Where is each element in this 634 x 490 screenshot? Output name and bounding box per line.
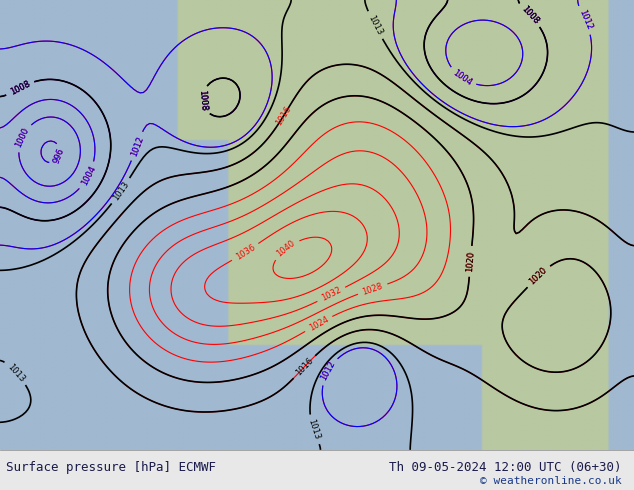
Text: 1016: 1016 (294, 356, 315, 378)
Text: 1020: 1020 (465, 250, 476, 272)
Text: 1008: 1008 (197, 90, 208, 111)
Text: 1032: 1032 (320, 286, 343, 303)
Text: 1008: 1008 (519, 4, 540, 26)
Text: 1013: 1013 (306, 418, 321, 441)
Text: 1012: 1012 (129, 135, 145, 158)
Text: 1012: 1012 (577, 9, 593, 31)
Text: 996: 996 (52, 147, 66, 165)
Text: 1013: 1013 (6, 362, 27, 384)
Text: 1004: 1004 (451, 68, 474, 88)
Text: 1020: 1020 (527, 266, 549, 287)
Text: 1016: 1016 (275, 104, 293, 127)
Text: 1004: 1004 (79, 165, 97, 187)
Text: 1012: 1012 (319, 360, 337, 382)
Text: 1013: 1013 (111, 180, 131, 202)
Text: 1008: 1008 (519, 4, 540, 26)
Text: 1028: 1028 (361, 281, 384, 296)
Text: 1004: 1004 (79, 165, 97, 187)
Text: 1012: 1012 (577, 9, 593, 31)
Text: 1000: 1000 (14, 126, 31, 149)
Text: 1008: 1008 (8, 79, 32, 97)
Text: 1012: 1012 (319, 360, 337, 382)
Text: 1008: 1008 (197, 90, 208, 111)
Text: 1008: 1008 (8, 79, 32, 97)
Text: 1040: 1040 (275, 239, 297, 259)
Text: 1004: 1004 (451, 68, 474, 88)
Text: 1008: 1008 (197, 90, 208, 111)
Text: 1012: 1012 (129, 135, 145, 158)
Text: 1020: 1020 (527, 266, 549, 287)
Text: © weatheronline.co.uk: © weatheronline.co.uk (479, 476, 621, 486)
Text: Surface pressure [hPa] ECMWF: Surface pressure [hPa] ECMWF (6, 461, 216, 474)
Text: 996: 996 (52, 147, 66, 165)
Text: 1036: 1036 (234, 243, 257, 262)
Text: 1013: 1013 (366, 14, 384, 37)
Text: Th 09-05-2024 12:00 UTC (06+30): Th 09-05-2024 12:00 UTC (06+30) (389, 461, 621, 474)
Text: 1024: 1024 (307, 315, 330, 333)
Text: 1008: 1008 (8, 79, 32, 97)
Text: 1020: 1020 (465, 250, 476, 272)
Text: 1008: 1008 (519, 4, 540, 26)
Text: 1000: 1000 (14, 126, 31, 149)
